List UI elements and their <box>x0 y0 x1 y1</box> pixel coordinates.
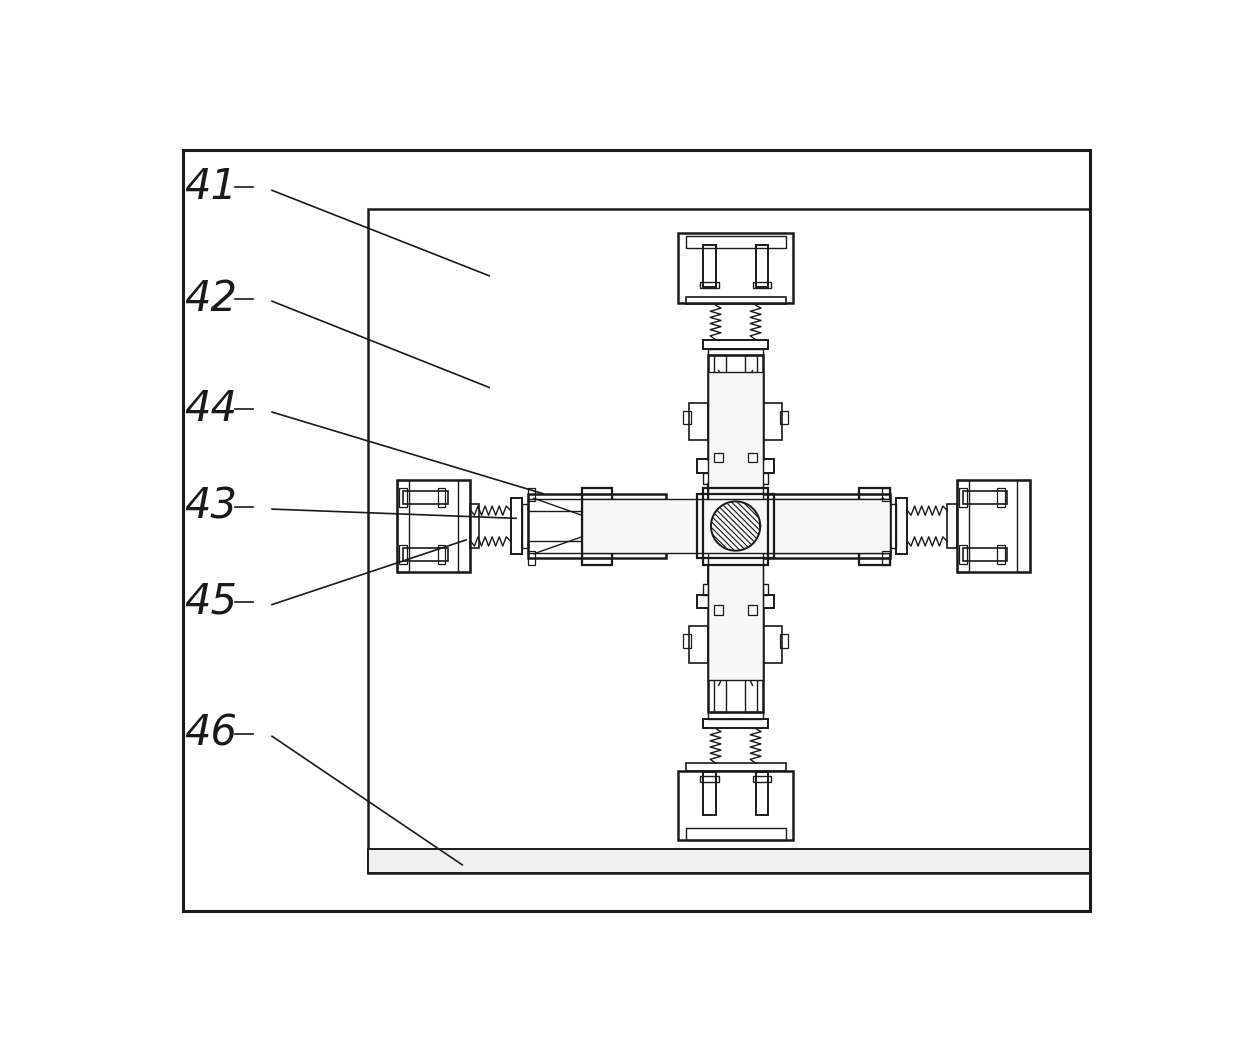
Bar <box>764 403 781 440</box>
Bar <box>703 473 768 484</box>
Bar <box>751 540 889 553</box>
Bar <box>859 494 889 499</box>
Bar <box>748 453 758 462</box>
Bar <box>528 494 666 558</box>
Bar <box>703 718 768 728</box>
Bar <box>528 551 536 564</box>
Bar <box>997 545 1006 563</box>
Bar <box>458 480 470 573</box>
Bar <box>708 608 764 712</box>
Bar <box>997 488 1006 507</box>
Bar <box>1017 480 1029 573</box>
Bar <box>528 540 666 553</box>
Bar <box>701 776 719 782</box>
Bar <box>511 498 522 554</box>
Bar <box>708 349 764 355</box>
Bar <box>438 545 445 563</box>
Bar <box>708 355 764 459</box>
Bar <box>703 488 768 564</box>
Bar <box>714 453 723 462</box>
Bar <box>751 494 889 558</box>
Bar <box>703 584 768 595</box>
Bar <box>780 633 787 648</box>
Bar <box>956 480 1029 573</box>
Bar <box>582 552 613 558</box>
Bar <box>751 499 889 511</box>
Bar <box>882 488 889 502</box>
Bar <box>582 499 889 553</box>
Bar <box>889 505 895 548</box>
Bar <box>697 459 774 473</box>
Text: 44: 44 <box>184 388 237 430</box>
Bar <box>708 712 764 718</box>
Bar <box>962 491 1007 504</box>
Bar <box>755 245 768 287</box>
Text: 46: 46 <box>184 713 237 755</box>
Bar <box>582 488 613 564</box>
Bar <box>683 633 691 648</box>
Bar <box>582 494 613 499</box>
Bar <box>764 626 781 663</box>
Bar <box>528 499 666 511</box>
Bar <box>962 549 1007 561</box>
Bar <box>895 498 906 554</box>
Bar <box>686 296 786 305</box>
Bar <box>882 551 889 564</box>
Text: 45: 45 <box>184 580 237 623</box>
Bar <box>367 849 1090 872</box>
Text: 42: 42 <box>184 277 237 320</box>
Bar <box>753 776 771 782</box>
Bar <box>780 410 787 424</box>
Bar <box>959 488 967 507</box>
Bar <box>708 564 764 584</box>
Bar <box>947 505 956 548</box>
Bar <box>708 484 764 503</box>
Bar <box>708 372 764 681</box>
Bar <box>703 245 715 287</box>
Bar <box>470 505 479 548</box>
Bar <box>714 355 727 459</box>
Bar <box>745 608 758 712</box>
Bar <box>397 480 470 573</box>
Bar <box>686 236 786 248</box>
Bar <box>397 480 409 573</box>
Bar <box>748 605 758 615</box>
Bar <box>678 233 794 303</box>
Bar <box>701 282 719 288</box>
Bar <box>399 545 407 563</box>
Bar <box>956 480 968 573</box>
Bar <box>403 549 448 561</box>
Bar <box>522 505 528 548</box>
Bar <box>703 773 715 815</box>
Bar <box>714 608 727 712</box>
Bar <box>367 208 1090 872</box>
Bar <box>403 491 448 504</box>
Bar <box>678 771 794 840</box>
Bar <box>689 626 708 663</box>
Bar <box>755 773 768 815</box>
Bar <box>697 595 774 608</box>
Bar <box>528 488 536 502</box>
Bar <box>714 605 723 615</box>
Bar <box>745 355 758 459</box>
Bar <box>399 488 407 507</box>
Bar <box>438 488 445 507</box>
Bar <box>697 494 774 558</box>
Bar <box>959 545 967 563</box>
Bar <box>703 339 768 349</box>
Text: 41: 41 <box>184 166 237 208</box>
Bar <box>753 282 771 288</box>
Bar <box>683 410 691 424</box>
Bar <box>686 828 786 840</box>
Bar <box>859 488 889 564</box>
Bar <box>689 403 708 440</box>
Bar <box>686 763 786 771</box>
Bar <box>859 552 889 558</box>
Text: 43: 43 <box>184 486 237 528</box>
